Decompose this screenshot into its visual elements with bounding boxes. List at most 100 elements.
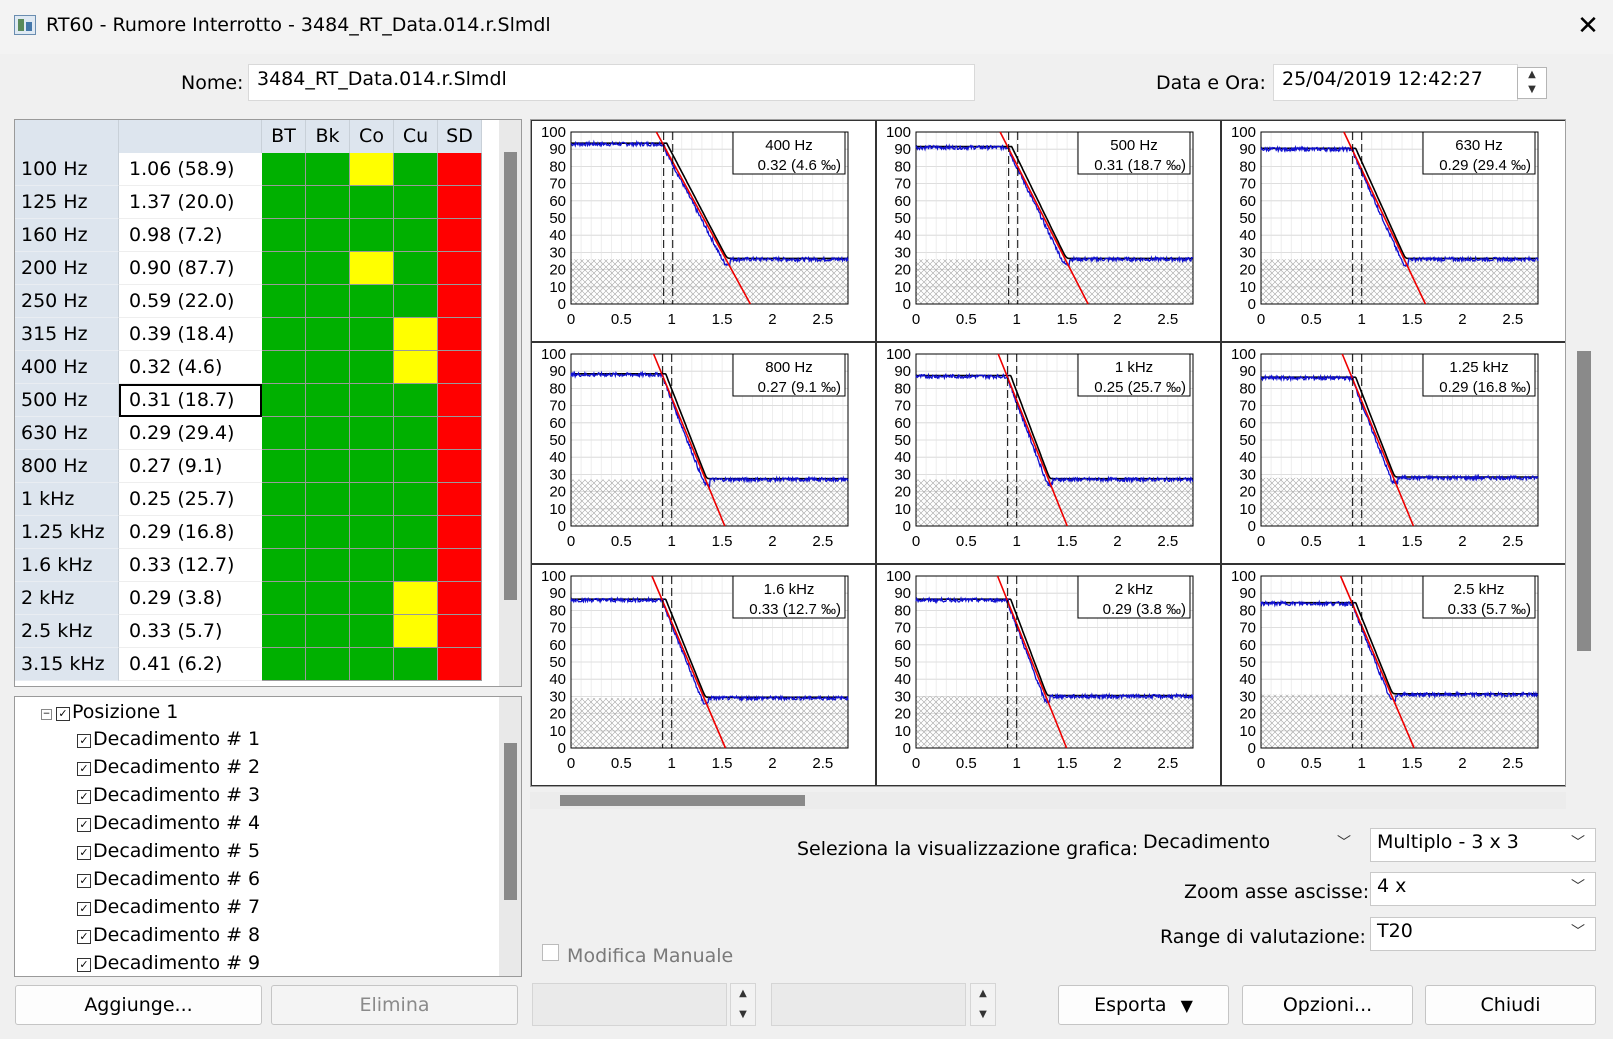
- header-bt[interactable]: BT: [262, 120, 306, 153]
- checkbox-icon[interactable]: ✓: [56, 707, 70, 721]
- view-select[interactable]: Decadimento ﹀: [1136, 828, 1362, 862]
- y-tick-label: 80: [1239, 602, 1256, 619]
- checkbox-icon[interactable]: ✓: [77, 902, 91, 916]
- row-rt60-value[interactable]: 0.59 (22.0): [119, 285, 262, 318]
- header-co[interactable]: Co: [350, 120, 394, 153]
- graph-vscrollbar-thumb[interactable]: [1577, 351, 1591, 651]
- graph-hscrollbar[interactable]: [530, 792, 1566, 809]
- checkbox-icon[interactable]: ✓: [77, 734, 91, 748]
- close-icon[interactable]: ✕: [1577, 11, 1599, 41]
- date-spinner[interactable]: ▲ ▼: [1517, 67, 1547, 99]
- table-row[interactable]: 315 Hz 0.39 (18.4): [15, 318, 521, 351]
- layout-select[interactable]: Multiplo - 3 x 3 ﹀: [1370, 828, 1596, 862]
- table-row[interactable]: 200 Hz 0.90 (87.7): [15, 252, 521, 285]
- checkbox-icon[interactable]: ✓: [77, 958, 91, 972]
- x-tick-label: 1: [1358, 755, 1366, 772]
- table-row[interactable]: 2 kHz 0.29 (3.8): [15, 582, 521, 615]
- checkbox-icon[interactable]: ✓: [77, 790, 91, 804]
- table-row[interactable]: 3.15 kHz 0.41 (6.2): [15, 648, 521, 681]
- y-tick-label: 20: [1239, 706, 1256, 723]
- x-tick-label: 1: [1013, 533, 1021, 550]
- checkbox-icon[interactable]: ✓: [77, 874, 91, 888]
- graph-vscrollbar[interactable]: [1573, 119, 1595, 787]
- tree-scrollbar[interactable]: [499, 697, 521, 976]
- row-rt60-value[interactable]: 0.29 (16.8): [119, 516, 262, 549]
- checkbox-icon[interactable]: ✓: [77, 930, 91, 944]
- export-button[interactable]: Esporta ▼: [1058, 985, 1229, 1025]
- graph-hscrollbar-thumb[interactable]: [560, 795, 805, 806]
- tree-item-decay[interactable]: ✓ Decadimento # 1: [77, 728, 260, 750]
- y-tick-label: 20: [894, 484, 911, 501]
- row-rt60-value[interactable]: 0.39 (18.4): [119, 318, 262, 351]
- options-button[interactable]: Opzioni...: [1242, 985, 1413, 1025]
- tree-item-decay[interactable]: ✓ Decadimento # 4: [77, 812, 260, 834]
- row-rt60-value[interactable]: 0.29 (29.4): [119, 417, 262, 450]
- table-row[interactable]: 400 Hz 0.32 (4.6): [15, 351, 521, 384]
- close-button[interactable]: Chiudi: [1425, 985, 1596, 1025]
- row-rt60-value[interactable]: 1.37 (20.0): [119, 186, 262, 219]
- spin-down-icon[interactable]: ▼: [979, 1008, 987, 1020]
- date-field[interactable]: 25/04/2019 12:42:27: [1273, 64, 1518, 101]
- checkbox-icon[interactable]: ✓: [77, 818, 91, 832]
- header-cu[interactable]: Cu: [394, 120, 438, 153]
- spin-up-icon[interactable]: ▲: [979, 988, 987, 999]
- numeric-field-2[interactable]: [771, 983, 966, 1026]
- row-rt60-value[interactable]: 0.98 (7.2): [119, 219, 262, 252]
- row-rt60-value[interactable]: 0.90 (87.7): [119, 252, 262, 285]
- row-rt60-value[interactable]: 0.32 (4.6): [119, 351, 262, 384]
- tree-item-decay[interactable]: ✓ Decadimento # 5: [77, 840, 260, 862]
- table-row[interactable]: 100 Hz 1.06 (58.9): [15, 153, 521, 186]
- row-rt60-value[interactable]: 0.29 (3.8): [119, 582, 262, 615]
- plot-frame: [1260, 353, 1539, 527]
- table-row[interactable]: 1.25 kHz 0.29 (16.8): [15, 516, 521, 549]
- row-rt60-value[interactable]: 0.33 (5.7): [119, 615, 262, 648]
- range-select[interactable]: T20 ﹀: [1370, 917, 1596, 951]
- table-row[interactable]: 500 Hz 0.31 (18.7): [15, 384, 521, 417]
- tree-item-decay[interactable]: ✓ Decadimento # 2: [77, 756, 260, 778]
- row-rt60-value[interactable]: 1.06 (58.9): [119, 153, 262, 186]
- checkbox-icon[interactable]: ✓: [77, 846, 91, 860]
- status-cell-co: [350, 549, 394, 582]
- row-rt60-value[interactable]: 0.25 (25.7): [119, 483, 262, 516]
- tree-root[interactable]: − ✓ Posizione 1: [41, 701, 178, 723]
- numeric-field-1[interactable]: [532, 983, 727, 1026]
- tree-item-decay[interactable]: ✓ Decadimento # 9: [77, 952, 260, 974]
- add-button[interactable]: Aggiunge...: [15, 985, 262, 1025]
- tree-item-decay[interactable]: ✓ Decadimento # 3: [77, 784, 260, 806]
- checkbox-icon[interactable]: [542, 944, 559, 961]
- table-row[interactable]: 2.5 kHz 0.33 (5.7): [15, 615, 521, 648]
- table-row[interactable]: 1.6 kHz 0.33 (12.7): [15, 549, 521, 582]
- spin-up-icon[interactable]: ▲: [739, 988, 747, 999]
- header-sd[interactable]: SD: [438, 120, 482, 153]
- checkbox-icon[interactable]: ✓: [77, 762, 91, 776]
- row-rt60-value[interactable]: 0.31 (18.7): [119, 384, 262, 417]
- table-row[interactable]: 125 Hz 1.37 (20.0): [15, 186, 521, 219]
- tree-item-decay[interactable]: ✓ Decadimento # 8: [77, 924, 260, 946]
- numeric-spinner-1[interactable]: ▲ ▼: [730, 983, 756, 1026]
- collapse-icon[interactable]: −: [41, 709, 52, 720]
- y-tick-label: 10: [1239, 723, 1256, 740]
- table-row[interactable]: 1 kHz 0.25 (25.7): [15, 483, 521, 516]
- table-row[interactable]: 800 Hz 0.27 (9.1): [15, 450, 521, 483]
- name-field[interactable]: 3484_RT_Data.014.r.Slmdl: [248, 64, 975, 101]
- table-scrollbar-thumb[interactable]: [504, 152, 517, 600]
- table-row[interactable]: 160 Hz 0.98 (7.2): [15, 219, 521, 252]
- row-rt60-value[interactable]: 0.33 (12.7): [119, 549, 262, 582]
- table-row[interactable]: 250 Hz 0.59 (22.0): [15, 285, 521, 318]
- header-bk[interactable]: Bk: [306, 120, 350, 153]
- zoom-select[interactable]: 4 x ﹀: [1370, 872, 1596, 906]
- tree-item-decay[interactable]: ✓ Decadimento # 7: [77, 896, 260, 918]
- tree-scrollbar-thumb[interactable]: [504, 743, 517, 900]
- row-rt60-value[interactable]: 0.41 (6.2): [119, 648, 262, 681]
- spin-up-icon[interactable]: ▲: [1528, 69, 1536, 80]
- spin-down-icon[interactable]: ▼: [1528, 84, 1536, 95]
- delete-button[interactable]: Elimina: [271, 985, 518, 1025]
- row-rt60-value[interactable]: 0.27 (9.1): [119, 450, 262, 483]
- numeric-spinner-2[interactable]: ▲ ▼: [970, 983, 996, 1026]
- manual-edit-checkbox[interactable]: Modifica Manuale: [542, 944, 733, 967]
- spin-down-icon[interactable]: ▼: [739, 1008, 747, 1020]
- table-scrollbar[interactable]: [499, 120, 521, 686]
- table-row[interactable]: 630 Hz 0.29 (29.4): [15, 417, 521, 450]
- status-cell-bt: [262, 186, 306, 219]
- tree-item-decay[interactable]: ✓ Decadimento # 6: [77, 868, 260, 890]
